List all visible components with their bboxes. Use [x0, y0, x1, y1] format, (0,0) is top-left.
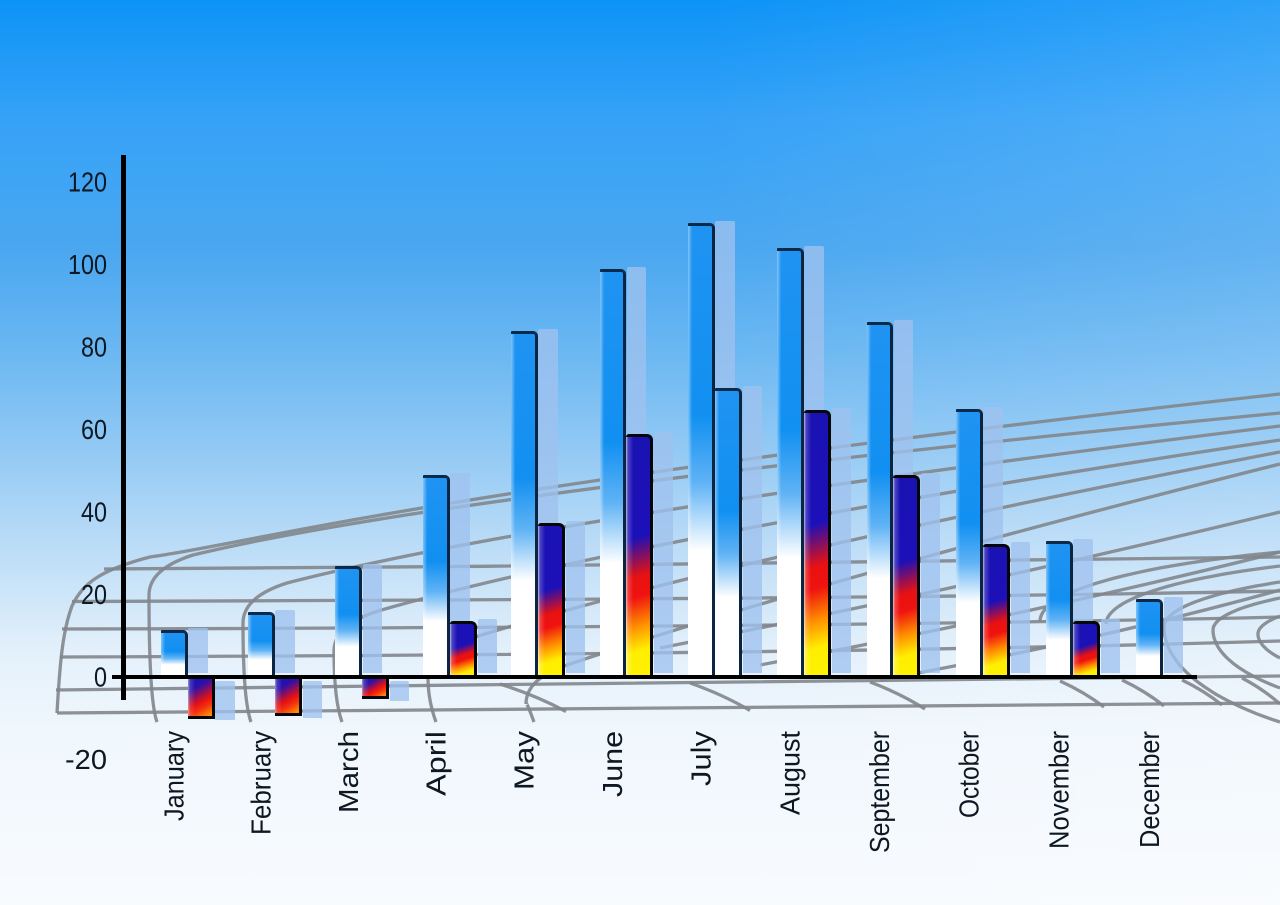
svg-text:January: January: [159, 731, 190, 821]
svg-text:120: 120: [68, 167, 107, 198]
svg-text:December: December: [1134, 731, 1165, 848]
svg-text:-20: -20: [65, 744, 107, 775]
svg-text:20: 20: [81, 579, 107, 610]
svg-text:March: March: [333, 731, 364, 813]
svg-text:July: July: [686, 731, 717, 786]
svg-text:February: February: [246, 731, 277, 835]
svg-text:April: April: [421, 731, 452, 796]
svg-text:60: 60: [81, 414, 107, 445]
svg-text:80: 80: [81, 332, 107, 363]
svg-text:August: August: [775, 731, 806, 815]
svg-text:June: June: [597, 731, 628, 797]
svg-text:November: November: [1044, 731, 1075, 849]
svg-text:100: 100: [68, 249, 107, 280]
svg-text:September: September: [864, 731, 895, 853]
svg-text:40: 40: [81, 497, 107, 528]
svg-text:0: 0: [94, 662, 107, 693]
svg-text:May: May: [509, 731, 540, 790]
svg-text:October: October: [954, 731, 985, 818]
